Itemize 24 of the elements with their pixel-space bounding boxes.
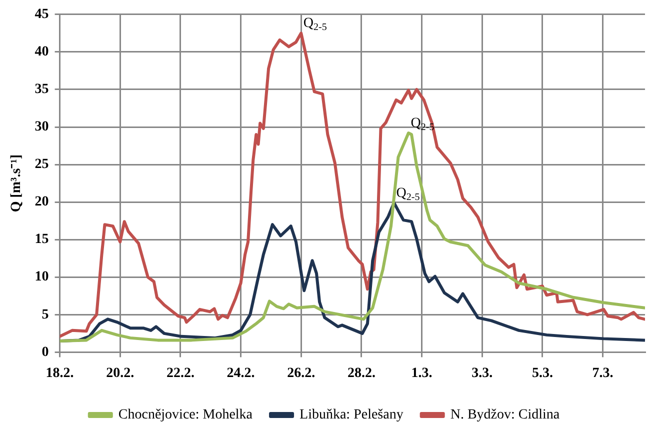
- y-tick-label: 35: [34, 82, 49, 98]
- legend-label: Chocnějovice: Mohelka: [118, 408, 254, 423]
- y-tick-label: 5: [42, 307, 49, 322]
- x-tick-label: 26.2.: [287, 366, 316, 382]
- y-tick-label: 30: [34, 120, 49, 135]
- x-tick-label: 5.3.: [532, 366, 553, 382]
- y-tick-label: 15: [34, 232, 49, 248]
- x-tick-label: 20.2.: [106, 366, 134, 382]
- x-tick-label: 7.3.: [592, 366, 614, 382]
- y-tick-label: 20: [34, 194, 49, 210]
- y-axis-title: Q [m³.s⁻¹]: [9, 154, 24, 212]
- x-tick-label: 28.2.: [347, 366, 376, 382]
- legend-label: N. Bydžov: Cidlina: [450, 408, 560, 423]
- y-tick-label: 40: [34, 44, 49, 60]
- y-tick-label: 10: [34, 270, 49, 285]
- y-tick-label: 25: [34, 157, 49, 172]
- y-tick-label: 45: [34, 7, 49, 22]
- x-tick-label: 3.3.: [472, 366, 493, 382]
- x-tick-label: 22.2.: [166, 366, 194, 382]
- x-tick-label: 24.2.: [226, 366, 255, 382]
- x-tick-label: 1.3.: [411, 366, 432, 382]
- legend-label: Libuňka: Pelešany: [300, 408, 404, 423]
- y-tick-label: 0: [42, 344, 49, 360]
- x-tick-label: 18.2.: [46, 366, 74, 382]
